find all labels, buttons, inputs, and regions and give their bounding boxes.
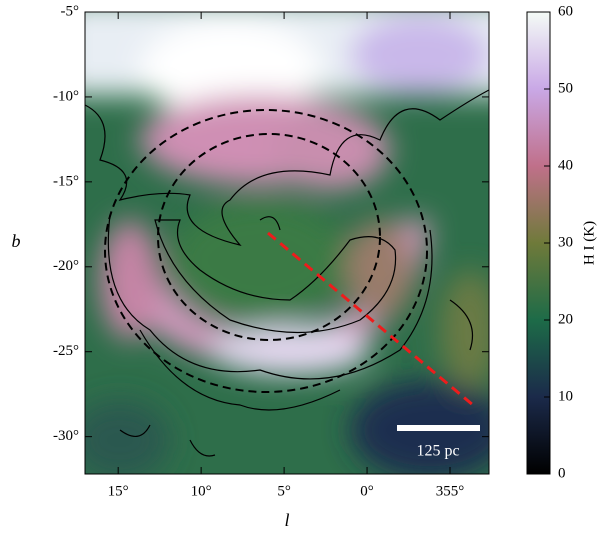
inner-circle	[157, 133, 381, 341]
x-tick-label: 10°	[191, 483, 212, 499]
colorbar-tick-label: 0	[558, 465, 566, 481]
scale-label: 125 pc	[416, 443, 459, 460]
plot-frame	[84, 11, 490, 475]
colorbar-tick-label: 30	[558, 234, 573, 250]
contours	[85, 89, 489, 457]
x-tick-label: 355°	[436, 483, 465, 499]
colorbar-tick-label: 10	[558, 388, 573, 404]
y-tick-label: -10°	[53, 88, 79, 104]
x-tick-label: 15°	[108, 483, 129, 499]
colorbar-label: H I (K)	[581, 221, 597, 265]
x-axis-label: l	[284, 510, 289, 530]
colorbar-tick-label: 40	[558, 157, 573, 173]
colorbar-tick-label: 20	[558, 311, 573, 327]
y-tick-label: -25°	[53, 343, 79, 359]
scale-bar	[397, 425, 480, 431]
x-tick-label: 0°	[360, 483, 374, 499]
colorbar-tick-label: 60	[558, 3, 573, 19]
y-axis-label: b	[12, 231, 21, 251]
outer-circle	[104, 109, 428, 393]
sky-map: 125 pc	[85, 12, 489, 474]
x-tick-label: 5°	[277, 483, 291, 499]
y-tick-label: -5°	[61, 3, 80, 19]
colorbar-tick-label: 50	[558, 80, 573, 96]
profile-line	[267, 231, 474, 407]
y-tick-label: -20°	[53, 258, 79, 274]
y-tick-label: -15°	[53, 173, 79, 189]
y-tick-label: -30°	[53, 428, 79, 444]
